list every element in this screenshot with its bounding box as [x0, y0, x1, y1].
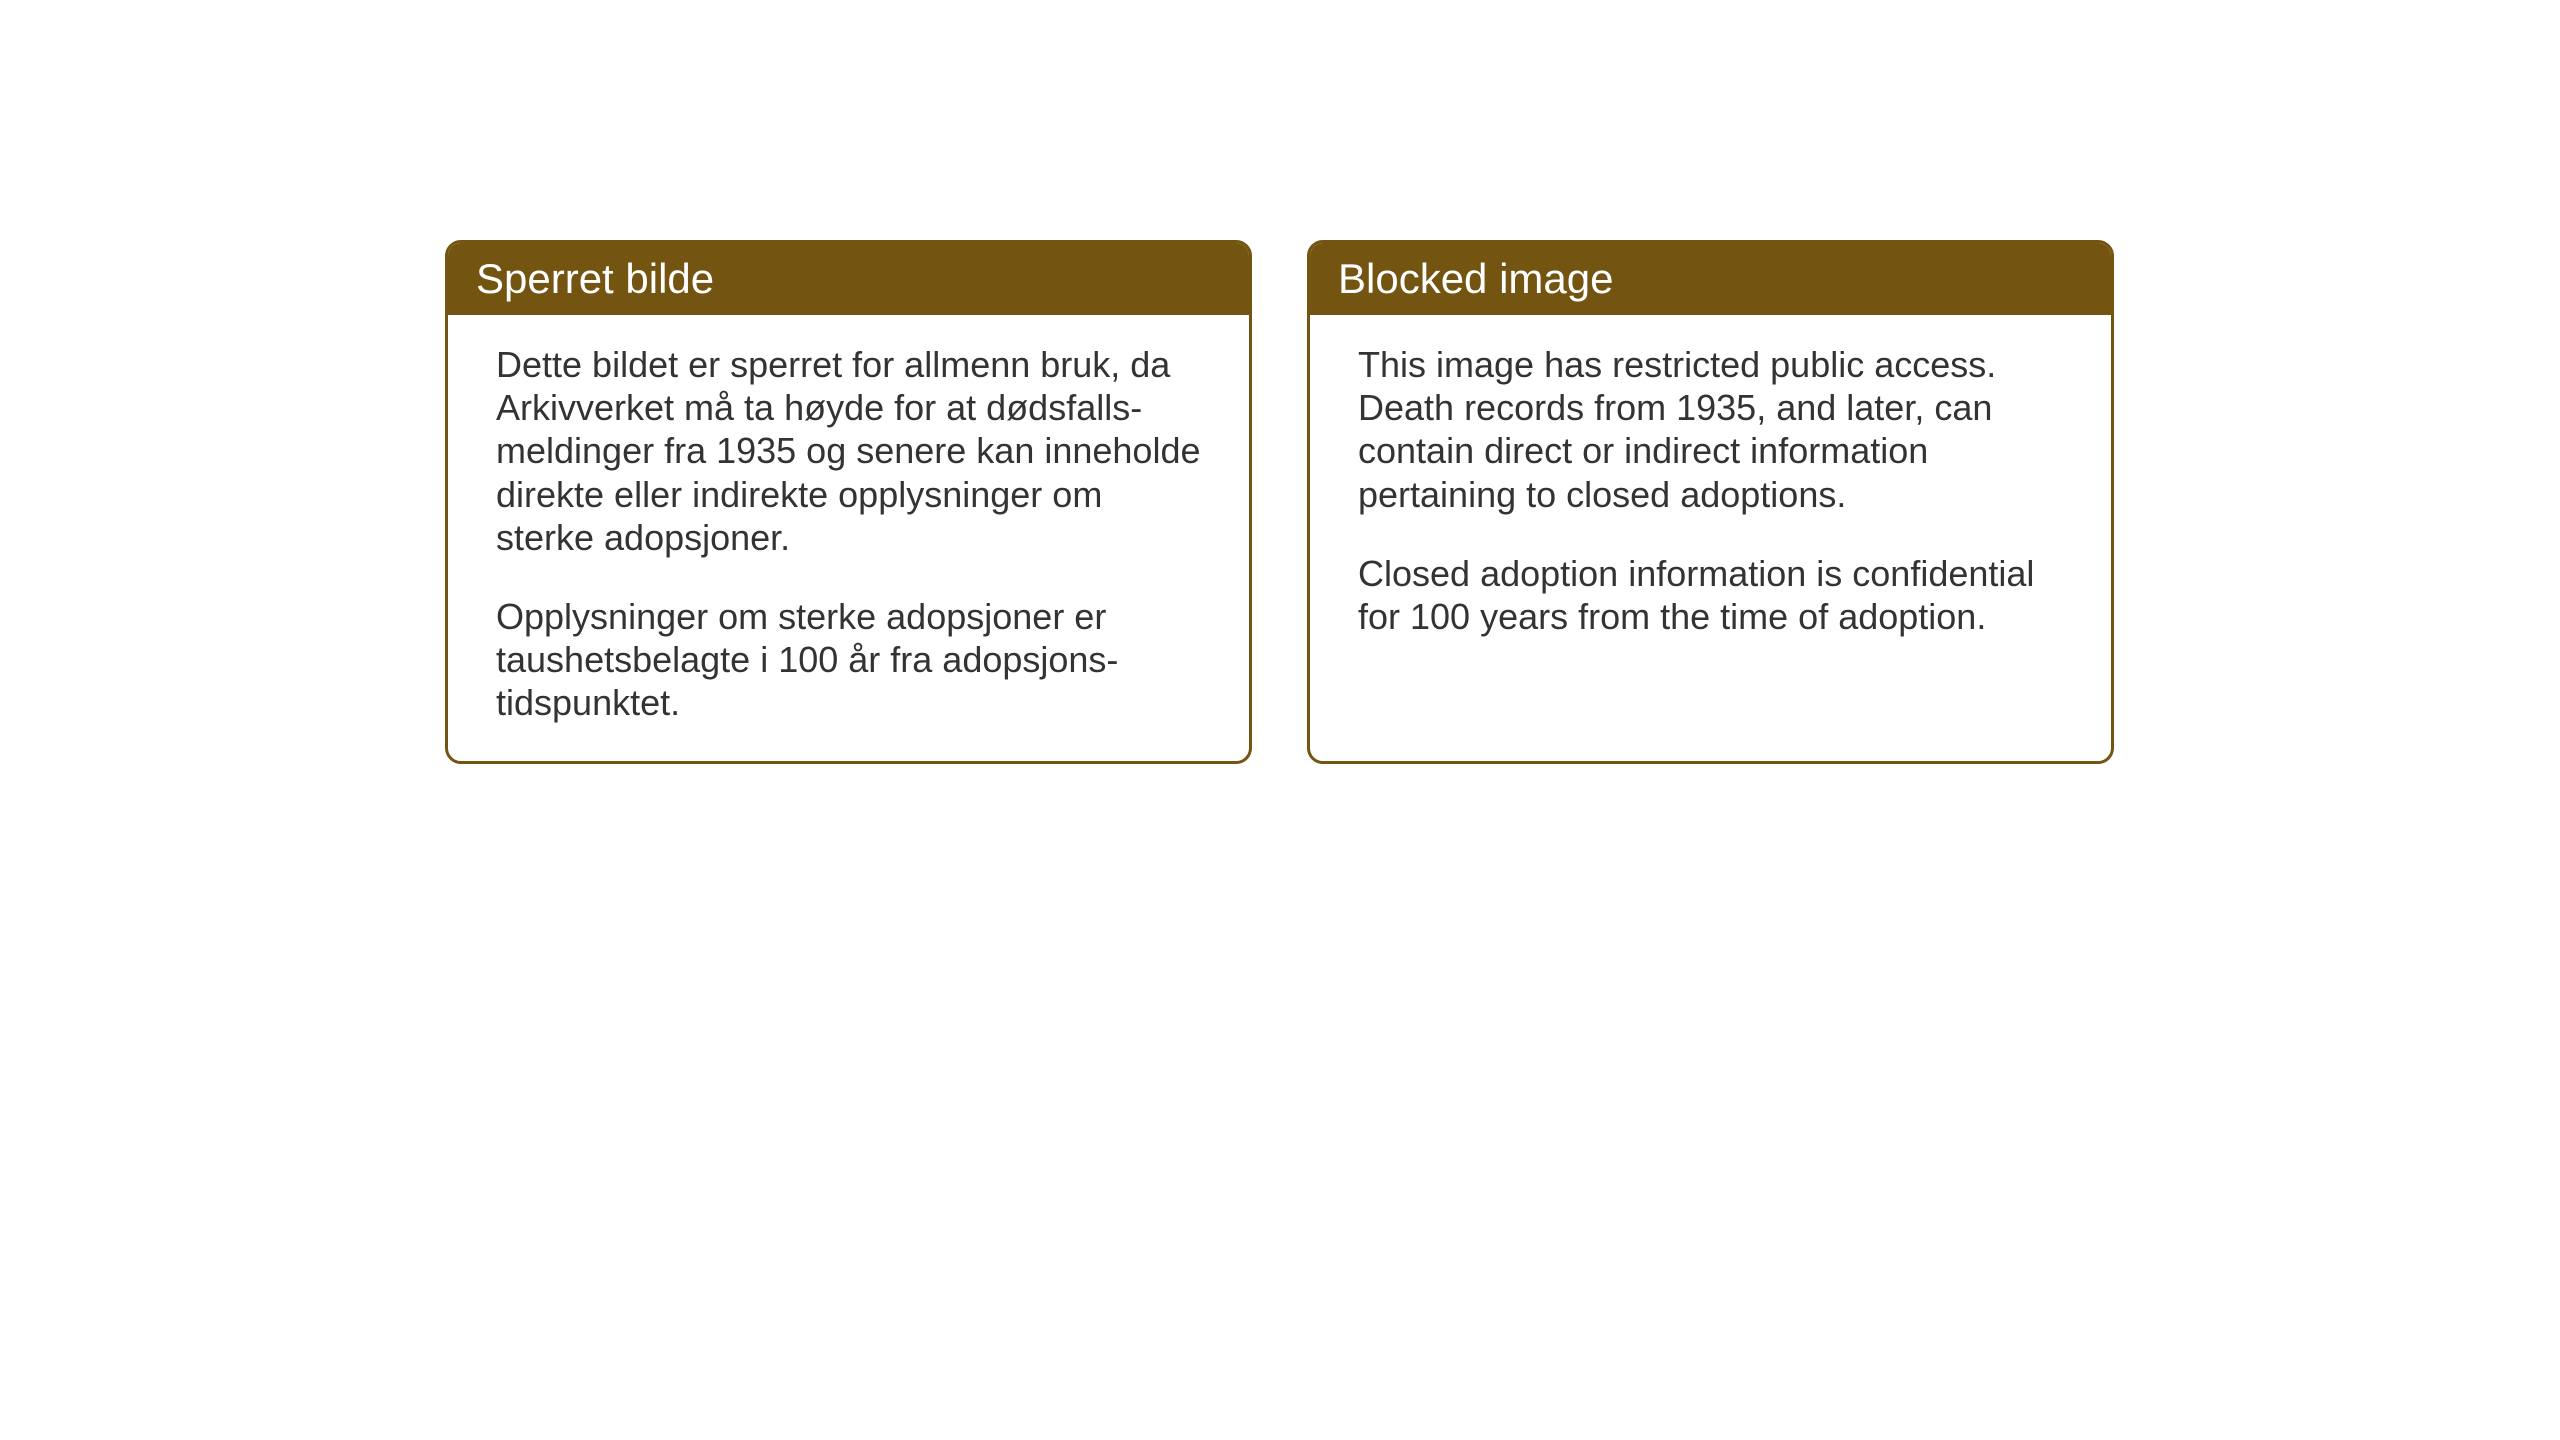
norwegian-paragraph-2: Opplysninger om sterke adopsjoner er tau… [496, 595, 1201, 725]
norwegian-card-header: Sperret bilde [448, 243, 1249, 315]
english-paragraph-1: This image has restricted public access.… [1358, 343, 2063, 516]
english-card: Blocked image This image has restricted … [1307, 240, 2114, 764]
norwegian-title: Sperret bilde [476, 255, 714, 302]
cards-container: Sperret bilde Dette bildet er sperret fo… [445, 240, 2114, 764]
norwegian-card-body: Dette bildet er sperret for allmenn bruk… [448, 315, 1249, 761]
norwegian-paragraph-1: Dette bildet er sperret for allmenn bruk… [496, 343, 1201, 559]
english-paragraph-2: Closed adoption information is confident… [1358, 552, 2063, 638]
english-card-body: This image has restricted public access.… [1310, 315, 2111, 674]
english-title: Blocked image [1338, 255, 1613, 302]
english-card-header: Blocked image [1310, 243, 2111, 315]
norwegian-card: Sperret bilde Dette bildet er sperret fo… [445, 240, 1252, 764]
